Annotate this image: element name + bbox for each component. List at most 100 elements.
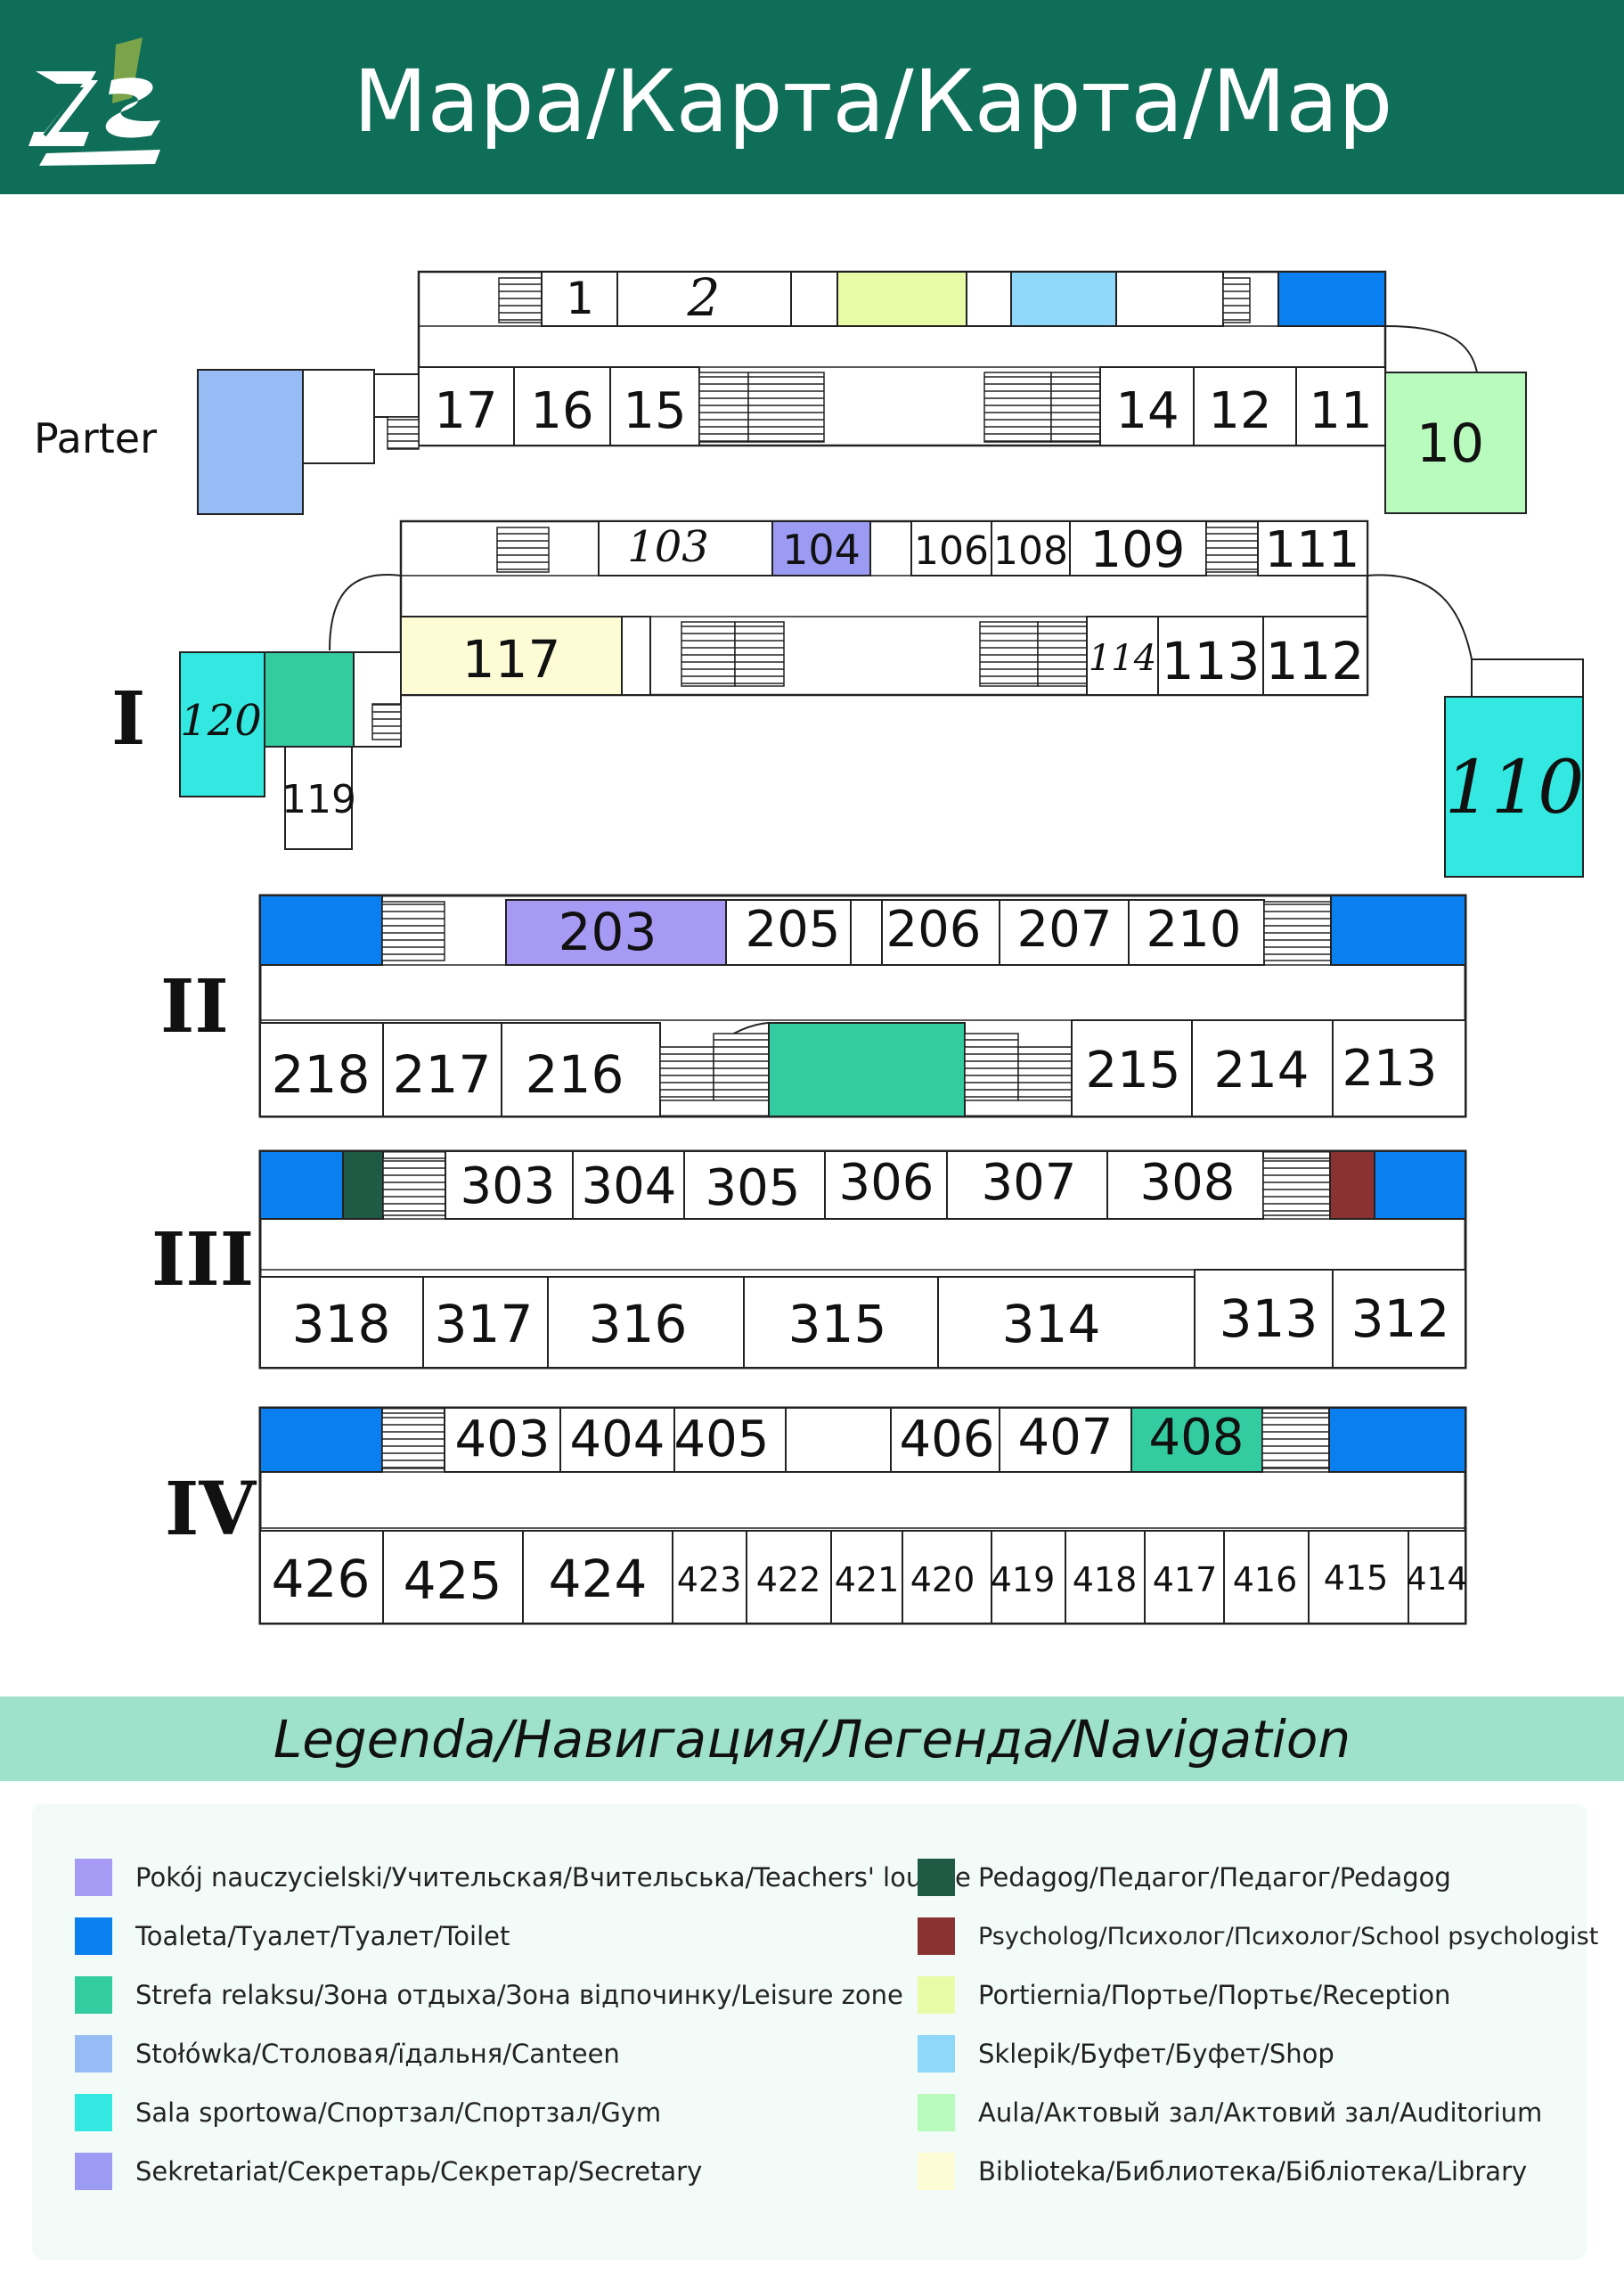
- room-reception: [836, 271, 967, 327]
- room-110-gym: [1444, 696, 1584, 878]
- room-120-gym: [179, 651, 265, 797]
- swatch-canteen: [75, 2035, 112, 2073]
- svg-text:1: 1: [566, 273, 594, 324]
- legend-item-reception: Portiernia/Портье/Портьє/Reception: [918, 1966, 1598, 2024]
- svg-text:422: 422: [756, 1560, 821, 1599]
- toilet: [259, 895, 383, 966]
- room-206: [881, 899, 1000, 966]
- room-403: [444, 1407, 561, 1473]
- room-313: [1194, 1269, 1334, 1369]
- room-104-secretary: [771, 520, 871, 576]
- svg-text:16: 16: [530, 382, 593, 440]
- svg-text:14: 14: [1115, 382, 1179, 440]
- header-bar: Мара/Карта/Карта/Map: [0, 0, 1624, 194]
- room-408-leisure: [1130, 1407, 1263, 1473]
- zs1-school-logo-icon: [29, 37, 160, 166]
- svg-text:420: 420: [910, 1560, 975, 1599]
- svg-text:424: 424: [549, 1549, 648, 1609]
- legend-item-gym: Sala sportowa/Спортзал/Спортзал/Gym: [75, 2083, 971, 2142]
- svg-text:120: 120: [180, 696, 262, 746]
- room-419: [991, 1530, 1066, 1624]
- svg-text:405: 405: [674, 1410, 770, 1468]
- swatch-shop: [918, 2035, 955, 2073]
- legend-title: Legenda/Навигация/Легенда/Navigation: [273, 1709, 1351, 1770]
- room-10-auditorium: [1384, 372, 1527, 514]
- swatch-pedagog: [918, 1859, 955, 1896]
- svg-text:308: 308: [1140, 1154, 1236, 1212]
- svg-text:317: 317: [435, 1294, 534, 1354]
- svg-text:114: 114: [1089, 638, 1156, 679]
- room-406: [890, 1407, 1000, 1473]
- svg-text:408: 408: [1149, 1409, 1245, 1467]
- svg-text:414: 414: [1407, 1561, 1468, 1598]
- room-psychologist: [1329, 1150, 1375, 1220]
- floor-label-parter: Parter: [34, 414, 157, 462]
- svg-text:313: 313: [1220, 1288, 1318, 1349]
- svg-text:312: 312: [1351, 1288, 1450, 1349]
- legend-item-secretary: Sekretariat/Секретарь/Секретар/Secretary: [75, 2142, 971, 2201]
- room-420: [902, 1530, 992, 1624]
- floor-parter: Parter 1 2 17 16 15 14 12 11: [34, 267, 1527, 515]
- room-119: [284, 746, 353, 850]
- svg-text:II: II: [160, 964, 229, 1050]
- svg-text:109: 109: [1090, 521, 1186, 579]
- legend-item-canteen: Stołówka/Столовая/їдальня/Canteen: [75, 2024, 971, 2083]
- svg-text:304: 304: [582, 1157, 677, 1215]
- svg-text:112: 112: [1266, 631, 1365, 691]
- room-203-teachers-lounge: [505, 899, 727, 966]
- swatch-secretary: [75, 2153, 112, 2190]
- room-leisure: [264, 651, 355, 748]
- floor-2: II 203 205 206 207 210 218 217 216 215 2: [160, 894, 1467, 1118]
- room-toilet: [1277, 271, 1386, 327]
- stairs: [498, 277, 543, 323]
- legend-item-library: Biblioteka/Библиотека/Бібліотека/Library: [918, 2142, 1598, 2201]
- legend-panel: [32, 1803, 1587, 2260]
- svg-text:417: 417: [1153, 1560, 1218, 1599]
- room-307: [946, 1150, 1108, 1220]
- room-314: [937, 1276, 1196, 1369]
- swatch-auditorium: [918, 2094, 955, 2131]
- room-418: [1065, 1530, 1146, 1624]
- svg-text:416: 416: [1233, 1560, 1298, 1599]
- floor-1: I 103 104 106 108 109 111 117 114 113 11…: [111, 519, 1585, 878]
- room-leisure: [768, 1022, 966, 1117]
- room-303: [445, 1150, 574, 1220]
- legend-item-toilet: Toaleta/Туалет/Туалет/Toilet: [75, 1907, 971, 1966]
- svg-text:415: 415: [1324, 1558, 1389, 1598]
- room-315: [743, 1276, 939, 1369]
- svg-text:110: 110: [1445, 746, 1585, 830]
- room-114: [1086, 616, 1159, 696]
- floor-3: III 303 304 305 306 307 308 318 317 316 …: [151, 1149, 1467, 1369]
- svg-text:315: 315: [788, 1294, 887, 1354]
- svg-text:403: 403: [455, 1410, 551, 1468]
- room-213: [1332, 1019, 1466, 1117]
- svg-text:12: 12: [1208, 382, 1271, 440]
- room-312: [1332, 1269, 1466, 1369]
- room-306: [824, 1150, 948, 1220]
- room-210: [1128, 899, 1265, 966]
- svg-text:426: 426: [272, 1549, 371, 1609]
- room-318: [259, 1276, 424, 1369]
- svg-text:17: 17: [434, 382, 497, 440]
- svg-text:406: 406: [900, 1410, 995, 1468]
- svg-text:214: 214: [1214, 1042, 1310, 1100]
- swatch-leisure: [75, 1976, 112, 2014]
- room-414: [1408, 1530, 1466, 1624]
- room-106: [910, 520, 992, 576]
- room-shop: [1010, 271, 1117, 327]
- svg-text:213: 213: [1342, 1040, 1438, 1098]
- svg-text:10: 10: [1416, 413, 1484, 475]
- svg-text:207: 207: [1017, 901, 1113, 959]
- svg-text:210: 210: [1147, 901, 1242, 959]
- room-15: [609, 366, 700, 446]
- svg-text:206: 206: [886, 901, 982, 959]
- svg-text:217: 217: [393, 1044, 492, 1105]
- room-304: [572, 1150, 685, 1220]
- room-canteen: [197, 369, 304, 515]
- svg-text:305: 305: [706, 1159, 801, 1217]
- room-407: [999, 1407, 1132, 1473]
- room-316: [547, 1276, 745, 1369]
- svg-text:307: 307: [982, 1154, 1077, 1212]
- room-205: [725, 899, 852, 966]
- room-214: [1191, 1019, 1334, 1117]
